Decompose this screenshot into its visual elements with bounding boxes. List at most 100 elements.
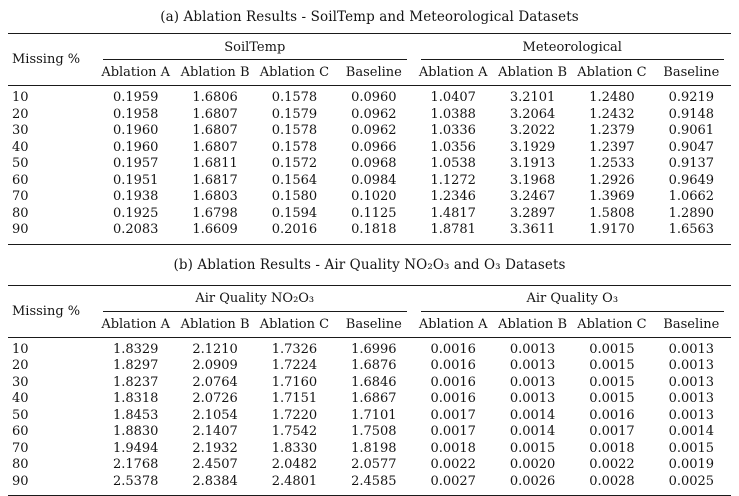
value-cell: 0.0984 bbox=[351, 172, 397, 188]
missing-percent-cell: 90 bbox=[12, 473, 29, 489]
value-cell: 0.0962 bbox=[351, 123, 397, 138]
col-header-ablation-a: Ablation A bbox=[96, 311, 176, 338]
value-cell: 2.0909 bbox=[192, 358, 238, 373]
value-cell: 2.8384 bbox=[192, 473, 238, 489]
value-cell: 1.8198 bbox=[351, 440, 397, 456]
value-cell: 0.1125 bbox=[351, 205, 397, 221]
value-cell: 0.1580 bbox=[271, 189, 318, 204]
value-cell: 1.6806 bbox=[192, 90, 238, 105]
value-cell: 0.2016 bbox=[271, 222, 318, 237]
value-cell: 0.0015 bbox=[589, 358, 635, 373]
value-cell: 3.1968 bbox=[509, 172, 556, 188]
value-cell: 3.2897 bbox=[509, 205, 556, 221]
value-cell: 1.6609 bbox=[192, 222, 238, 237]
table-b-header: Missing % Air Quality NO₂O₃ Air Quality … bbox=[8, 285, 731, 338]
col-header-ablation-a: Ablation A bbox=[96, 60, 176, 86]
value-cell: 1.6811 bbox=[192, 156, 238, 171]
value-cell: 1.2346 bbox=[430, 189, 476, 204]
table-row: 10 1.8329 2.1210 1.7326 1.6996 0.0016 0.0013 0.… bbox=[8, 337, 731, 358]
value-cell: 1.1272 bbox=[430, 172, 476, 188]
value-cell: 0.0020 bbox=[509, 457, 556, 472]
value-cell: 1.6996 bbox=[351, 341, 397, 357]
value-cell: 0.1959 bbox=[112, 90, 159, 105]
value-cell: 0.1020 bbox=[351, 189, 397, 204]
value-cell: 1.2926 bbox=[589, 172, 635, 188]
value-cell: 0.1818 bbox=[351, 222, 397, 237]
value-cell: 0.0018 bbox=[430, 440, 476, 456]
col-header-baseline: Baseline bbox=[334, 311, 414, 338]
value-cell: 0.9047 bbox=[668, 139, 715, 155]
value-cell: 1.8318 bbox=[112, 391, 159, 406]
value-cell: 1.6807 bbox=[192, 106, 238, 122]
value-cell: 1.6876 bbox=[351, 358, 397, 373]
group-header-meteorological: Meteorological bbox=[414, 34, 732, 61]
table-a-body: 10 0.1959 1.6806 0.1578 0.0960 1.0407 3.2101 1.… bbox=[8, 86, 731, 245]
value-cell: 0.1579 bbox=[271, 106, 318, 122]
table-row: 60 1.8830 2.1407 1.7542 1.7508 0.0017 0.0014 0.… bbox=[8, 424, 731, 441]
value-cell: 0.1578 bbox=[271, 90, 318, 105]
value-cell: 0.0015 bbox=[589, 374, 635, 390]
value-cell: 3.2022 bbox=[509, 123, 556, 138]
missing-percent-cell: 40 bbox=[12, 391, 29, 406]
value-cell: 1.0336 bbox=[430, 123, 476, 138]
missing-percent-cell: 90 bbox=[12, 222, 29, 237]
value-cell: 0.1960 bbox=[112, 139, 159, 155]
value-cell: 1.9494 bbox=[112, 440, 159, 456]
value-cell: 1.6563 bbox=[668, 222, 715, 237]
value-cell: 0.0013 bbox=[509, 391, 556, 406]
value-cell: 1.6846 bbox=[351, 374, 397, 390]
value-cell: 0.0014 bbox=[509, 407, 556, 423]
value-cell: 1.7224 bbox=[271, 358, 318, 373]
value-cell: 2.0577 bbox=[351, 457, 397, 472]
paper-page: (a) Ablation Results - SoilTemp and Mete… bbox=[8, 0, 731, 496]
missing-percent-cell: 80 bbox=[12, 205, 29, 221]
value-cell: 1.5808 bbox=[589, 205, 635, 221]
value-cell: 1.4817 bbox=[430, 205, 476, 221]
value-cell: 2.4507 bbox=[192, 457, 238, 472]
value-cell: 1.3969 bbox=[589, 189, 635, 204]
value-cell: 0.0015 bbox=[589, 391, 635, 406]
missing-percent-cell: 60 bbox=[12, 424, 29, 439]
table-row: 50 0.1957 1.6811 0.1572 0.0968 1.0538 3.1913 1.… bbox=[8, 156, 731, 173]
missing-percent-cell: 60 bbox=[12, 172, 29, 188]
value-cell: 0.0015 bbox=[668, 440, 715, 456]
value-cell: 1.0356 bbox=[430, 139, 476, 155]
missing-percent-cell: 40 bbox=[12, 139, 29, 155]
value-cell: 1.2480 bbox=[589, 90, 635, 105]
value-cell: 0.0013 bbox=[668, 341, 715, 357]
value-cell: 1.2432 bbox=[589, 106, 635, 122]
value-cell: 0.9137 bbox=[668, 156, 715, 171]
missing-percent-cell: 50 bbox=[12, 156, 29, 171]
col-header-ablation-c: Ablation C bbox=[572, 311, 652, 338]
group-header-row: Missing % Air Quality NO₂O₃ Air Quality … bbox=[8, 285, 731, 338]
col-header-ablation-c: Ablation C bbox=[572, 60, 652, 86]
value-cell: 0.1957 bbox=[112, 156, 159, 171]
value-cell: 2.1210 bbox=[192, 341, 238, 357]
value-cell: 2.1407 bbox=[192, 424, 238, 439]
column-header-row: Ablation A Ablation B Ablation C Baselin… bbox=[8, 60, 731, 86]
value-cell: 2.1932 bbox=[192, 440, 238, 456]
missing-percent-cell: 10 bbox=[12, 341, 29, 357]
col-header-baseline: Baseline bbox=[651, 311, 731, 338]
table-a-caption: (a) Ablation Results - SoilTemp and Mete… bbox=[160, 8, 579, 25]
col-header-ablation-a: Ablation A bbox=[413, 311, 493, 338]
value-cell: 0.2083 bbox=[112, 222, 159, 237]
value-cell: 0.0016 bbox=[430, 374, 476, 390]
value-cell: 0.0968 bbox=[351, 156, 397, 171]
value-cell: 0.0016 bbox=[430, 341, 476, 357]
missing-percent-cell: 70 bbox=[12, 440, 29, 456]
value-cell: 0.0022 bbox=[589, 457, 635, 472]
table-row: 20 0.1958 1.6807 0.1579 0.0962 1.0388 3.2064 1.… bbox=[8, 107, 731, 124]
column-header-row: Ablation A Ablation B Ablation C Baselin… bbox=[8, 311, 731, 338]
value-cell: 0.0014 bbox=[509, 424, 556, 439]
missing-percent-cell: 80 bbox=[12, 457, 29, 472]
table-row: 70 0.1938 1.6803 0.1580 0.1020 1.2346 3.2467 1.… bbox=[8, 189, 731, 206]
table-row: 10 0.1959 1.6806 0.1578 0.0960 1.0407 3.2101 1.… bbox=[8, 86, 731, 107]
table-b-body: 10 1.8329 2.1210 1.7326 1.6996 0.0016 0.0013 0.… bbox=[8, 337, 731, 496]
col-header-baseline: Baseline bbox=[651, 60, 731, 86]
missing-percent-cell: 70 bbox=[12, 189, 29, 204]
value-cell: 0.0016 bbox=[430, 391, 476, 406]
missing-percent-cell: 30 bbox=[12, 374, 29, 390]
value-cell: 1.7508 bbox=[351, 424, 397, 439]
value-cell: 0.0013 bbox=[668, 407, 715, 423]
